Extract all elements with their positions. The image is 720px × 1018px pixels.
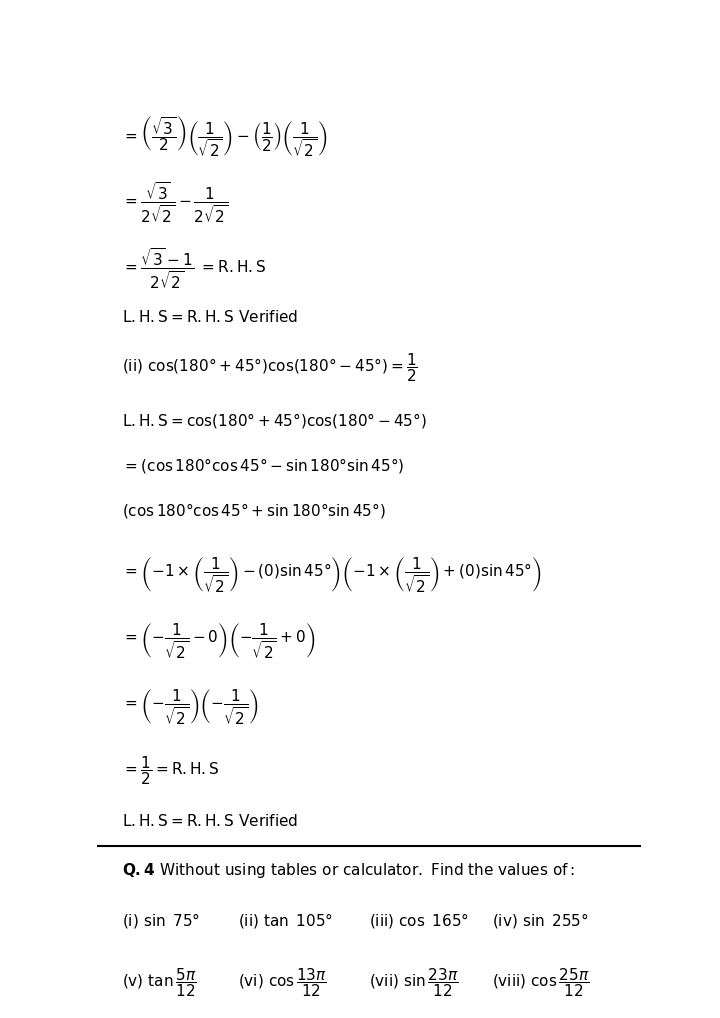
Text: $\mathrm{(iv)\ \sin\ 255°}$: $\mathrm{(iv)\ \sin\ 255°}$: [492, 911, 588, 930]
Text: $= \left(-\dfrac{1}{\sqrt{2}} - 0\right)\left(-\dfrac{1}{\sqrt{2}} + 0\right)$: $= \left(-\dfrac{1}{\sqrt{2}} - 0\right)…: [122, 622, 315, 661]
Text: $\mathrm{(ii)\ \tan\ 105°}$: $\mathrm{(ii)\ \tan\ 105°}$: [238, 911, 333, 930]
Text: $\mathrm{L.H.S = R.H.S\ Verified}$: $\mathrm{L.H.S = R.H.S\ Verified}$: [122, 812, 298, 829]
Text: $\mathrm{(vi)\ \cos}\dfrac{13\pi}{12}$: $\mathrm{(vi)\ \cos}\dfrac{13\pi}{12}$: [238, 967, 327, 1000]
Text: $= \dfrac{\sqrt{3}-1}{2\sqrt{2}}\ = \mathrm{R.H.S}$: $= \dfrac{\sqrt{3}-1}{2\sqrt{2}}\ = \mat…: [122, 246, 266, 290]
Text: $\mathrm{L.H.S = R.H.S\ Verified}$: $\mathrm{L.H.S = R.H.S\ Verified}$: [122, 308, 298, 325]
Text: $= \dfrac{1}{2} = \mathrm{R.H.S}$: $= \dfrac{1}{2} = \mathrm{R.H.S}$: [122, 754, 220, 787]
Text: $\mathrm{(v)\ \tan}\dfrac{5\pi}{12}$: $\mathrm{(v)\ \tan}\dfrac{5\pi}{12}$: [122, 967, 197, 1000]
Text: $\mathrm{L.H.S} = \cos(180°+45°)\cos(180°-45°)$: $\mathrm{L.H.S} = \cos(180°+45°)\cos(180…: [122, 410, 427, 430]
Text: $\mathbf{Q.4}\ \mathrm{Without\ using\ tables\ or\ calculator.\ Find\ the\ value: $\mathbf{Q.4}\ \mathrm{Without\ using\ t…: [122, 860, 575, 880]
Text: $= \dfrac{\sqrt{3}}{2\sqrt{2}} - \dfrac{1}{2\sqrt{2}}$: $= \dfrac{\sqrt{3}}{2\sqrt{2}} - \dfrac{…: [122, 180, 229, 225]
Text: $= \left(-\dfrac{1}{\sqrt{2}}\right)\left(-\dfrac{1}{\sqrt{2}}\right)$: $= \left(-\dfrac{1}{\sqrt{2}}\right)\lef…: [122, 688, 258, 727]
Text: $= \left(\dfrac{\sqrt{3}}{2}\right)\left(\dfrac{1}{\sqrt{2}}\right) - \left(\dfr: $= \left(\dfrac{\sqrt{3}}{2}\right)\left…: [122, 114, 328, 159]
Text: $\mathrm{(iii)\ \cos\ 165°}$: $\mathrm{(iii)\ \cos\ 165°}$: [369, 911, 469, 930]
Text: $\mathrm{(viii)\ \cos}\dfrac{25\pi}{12}$: $\mathrm{(viii)\ \cos}\dfrac{25\pi}{12}$: [492, 967, 589, 1000]
Text: $\mathrm{(vii)\ \sin}\dfrac{23\pi}{12}$: $\mathrm{(vii)\ \sin}\dfrac{23\pi}{12}$: [369, 967, 459, 1000]
Text: $(\cos 180°\cos 45° + \sin 180°\sin 45°)$: $(\cos 180°\cos 45° + \sin 180°\sin 45°)…: [122, 501, 386, 520]
Text: $\mathrm{(ii)}\ \cos(180°+45°)\cos(180°-45°) = \dfrac{1}{2}$: $\mathrm{(ii)}\ \cos(180°+45°)\cos(180°-…: [122, 351, 418, 385]
Text: $= (\cos 180°\cos 45° - \sin 180°\sin 45°)$: $= (\cos 180°\cos 45° - \sin 180°\sin 45…: [122, 456, 405, 474]
Text: $\mathrm{(i)\ \sin\ 75°}$: $\mathrm{(i)\ \sin\ 75°}$: [122, 911, 200, 930]
Text: $= \left(-1\times\left(\dfrac{1}{\sqrt{2}}\right) - (0)\sin 45°\right)\left(-1\t: $= \left(-1\times\left(\dfrac{1}{\sqrt{2…: [122, 556, 542, 596]
